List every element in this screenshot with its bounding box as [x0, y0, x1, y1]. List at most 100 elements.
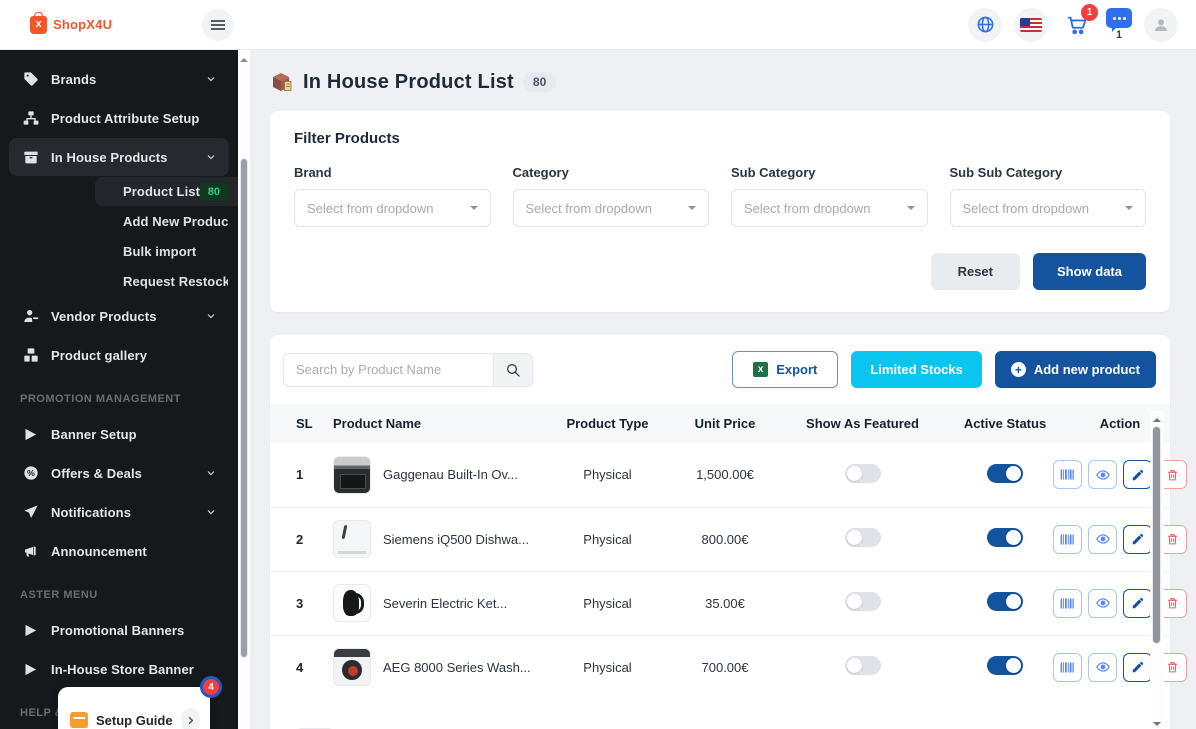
sidebar-item-announcement[interactable]: Announcement: [9, 532, 229, 570]
us-flag-icon: [1020, 17, 1042, 32]
plus-icon: +: [1010, 362, 1026, 377]
edit-button[interactable]: [1123, 652, 1152, 682]
product-type: Physical: [550, 634, 665, 699]
trash-icon: [1168, 598, 1177, 609]
trash-icon: [1168, 534, 1177, 545]
eye-icon: [1095, 662, 1110, 672]
edit-button[interactable]: [1123, 524, 1152, 554]
language-globe-button[interactable]: [968, 7, 1002, 42]
messages-button[interactable]: 1: [1106, 8, 1132, 41]
active-status-toggle[interactable]: [987, 463, 1023, 483]
barcode-button[interactable]: [1053, 460, 1082, 490]
play-icon: [22, 661, 39, 678]
view-button[interactable]: [1088, 524, 1117, 554]
search-icon: [507, 363, 520, 377]
featured-toggle[interactable]: [844, 592, 881, 611]
profile-button[interactable]: [1144, 7, 1178, 42]
topbar: ShopX4U 1 1: [0, 0, 1196, 50]
box-icon: [22, 149, 39, 166]
edit-button[interactable]: [1123, 588, 1152, 618]
play-icon: [22, 426, 39, 443]
sidebar-item-in-house-products[interactable]: In House Products: [9, 138, 229, 176]
active-status-toggle[interactable]: [987, 592, 1023, 611]
sub-category-select[interactable]: Select from dropdown: [731, 189, 928, 227]
setup-guide-open-button[interactable]: [180, 708, 200, 729]
export-button[interactable]: Export: [732, 351, 839, 388]
brand-select[interactable]: Select from dropdown: [294, 189, 491, 227]
sidebar-item-promotional-banners[interactable]: Promotional Banners: [9, 611, 229, 649]
caret-down-icon: [906, 206, 915, 214]
product-thumbnail: [333, 648, 371, 687]
edit-button[interactable]: [1123, 460, 1152, 490]
sidebar-scrollbar-thumb[interactable]: [240, 158, 248, 658]
unit-price: 800.00€: [665, 506, 785, 571]
sidebar-item-notifications[interactable]: Notifications: [9, 493, 229, 531]
filter-card: Filter Products Brand Select from dropdo…: [270, 111, 1170, 312]
pencil-icon: [1132, 662, 1143, 673]
add-new-product-button[interactable]: + Add new product: [994, 351, 1156, 388]
setup-guide-card[interactable]: 4 Setup Guide: [58, 676, 222, 729]
product-type: Physical: [583, 467, 632, 483]
send-icon: [22, 504, 39, 521]
table-vertical-scrollbar[interactable]: [1150, 411, 1164, 729]
product-name[interactable]: Gaggenau Built-In Ov...: [383, 467, 518, 483]
view-button[interactable]: [1088, 460, 1117, 490]
sidebar-subitem-add-new-product[interactable]: Add New Product: [123, 214, 228, 229]
show-data-button[interactable]: Show data: [1032, 253, 1146, 290]
filter-field-sub-category: Sub Category Select from dropdown: [731, 165, 928, 227]
chat-count: 1: [1115, 29, 1123, 41]
category-select[interactable]: Select from dropdown: [512, 189, 709, 227]
percent-circle-icon: %: [22, 465, 39, 482]
reset-button[interactable]: Reset: [930, 253, 1020, 290]
active-status-toggle[interactable]: [987, 528, 1023, 547]
search-button[interactable]: [493, 352, 533, 387]
sidebar-subitem-bulk-import[interactable]: Bulk import: [123, 244, 197, 259]
barcode-button[interactable]: [1053, 652, 1082, 682]
sidebar-toggle-button[interactable]: [202, 8, 234, 41]
limited-stocks-button[interactable]: Limited Stocks: [851, 351, 982, 388]
sidebar-scrollbar[interactable]: [238, 50, 250, 729]
featured-toggle[interactable]: [844, 656, 881, 676]
sub-sub-category-select[interactable]: Select from dropdown: [949, 189, 1146, 227]
featured-toggle[interactable]: [844, 463, 881, 483]
view-button[interactable]: [1088, 652, 1117, 682]
vertical-scrollbar-thumb[interactable]: [1152, 426, 1161, 644]
search-group: [283, 352, 533, 387]
active-status-toggle[interactable]: [987, 656, 1023, 676]
sidebar-item-product-gallery[interactable]: Product gallery: [9, 336, 229, 374]
eye-icon: [1095, 534, 1110, 544]
search-input[interactable]: [283, 352, 493, 387]
table-row: 1 Gaggenau Built-In Ov... Physical 1,500…: [270, 443, 1187, 507]
sidebar-item-banner-setup[interactable]: Banner Setup: [9, 415, 229, 453]
sidebar-item-product-attribute-setup[interactable]: Product Attribute Setup: [9, 99, 229, 137]
sidebar-item-in-house-store-banner[interactable]: In-House Store Banner: [9, 650, 229, 688]
sidebar-item-offers-deals[interactable]: % Offers & Deals: [9, 454, 229, 492]
sidebar-subitem-product-list[interactable]: Product List 80: [95, 177, 238, 206]
product-count-badge: 80: [199, 182, 228, 201]
barcode-button[interactable]: [1053, 524, 1082, 554]
cart-button[interactable]: 1: [1060, 3, 1098, 42]
product-name[interactable]: Severin Electric Ket...: [383, 595, 508, 611]
product-name[interactable]: AEG 8000 Series Wash...: [383, 659, 531, 675]
brand-logo[interactable]: ShopX4U: [0, 11, 170, 34]
play-icon: [22, 622, 39, 639]
product-thumbnail: [333, 584, 371, 622]
table-row: 4 AEG 8000 Series Wash... Physical 700.0…: [270, 634, 1187, 699]
caret-down-icon: [1125, 206, 1133, 214]
sidebar: Brands Product Attribute Setup In House …: [0, 50, 238, 729]
eye-icon: [1095, 598, 1110, 608]
product-type: Physical: [550, 506, 665, 571]
view-button[interactable]: [1088, 588, 1117, 618]
product-name[interactable]: Siemens iQ500 Dishwa...: [383, 531, 529, 547]
megaphone-icon: [22, 543, 39, 560]
sidebar-subitem-request-restock-list[interactable]: Request Restock List: [123, 274, 228, 289]
pencil-icon: [1132, 597, 1143, 609]
barcode-button[interactable]: [1053, 588, 1082, 618]
user-icon: [22, 308, 39, 325]
setup-guide-icon: [70, 712, 88, 728]
unit-price: 35.00€: [665, 570, 785, 635]
featured-toggle[interactable]: [844, 528, 881, 547]
country-flag-button[interactable]: [1014, 7, 1048, 42]
sidebar-item-vendor-products[interactable]: Vendor Products: [9, 297, 229, 335]
sidebar-item-brands[interactable]: Brands: [9, 60, 229, 98]
